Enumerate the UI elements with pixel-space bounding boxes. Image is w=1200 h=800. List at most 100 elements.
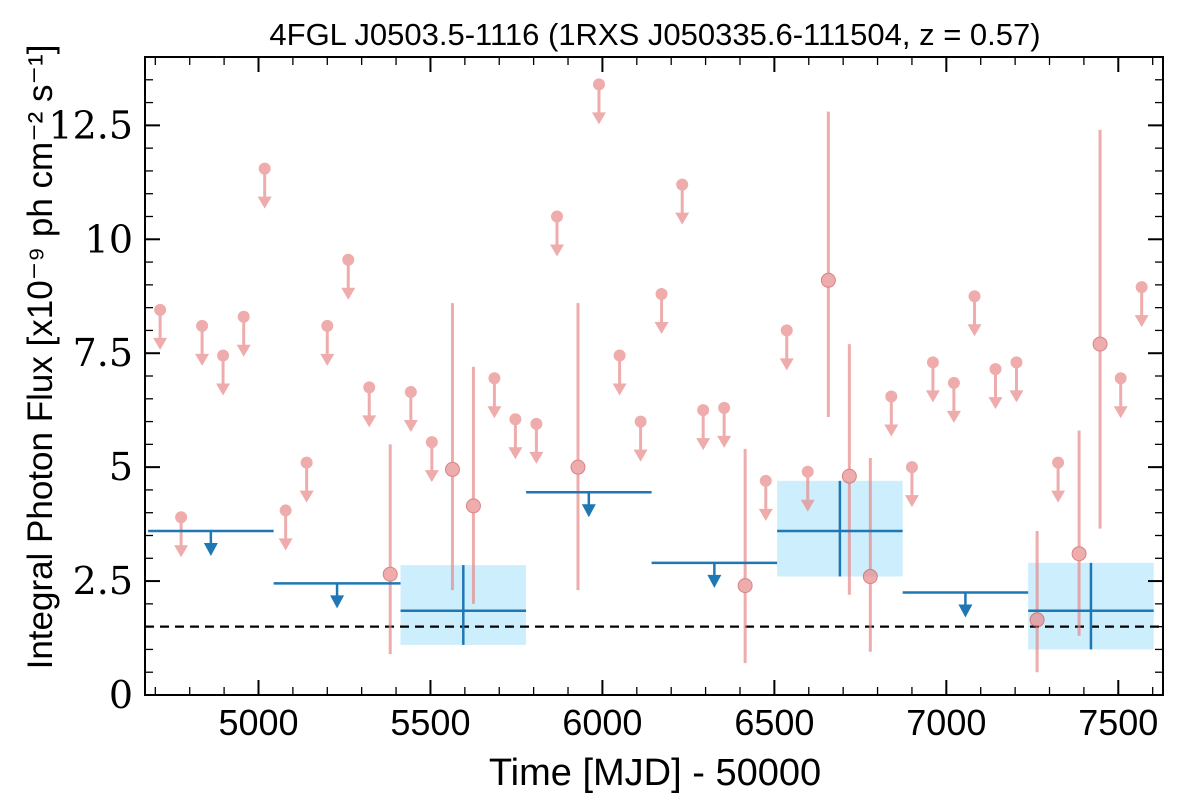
upper-limit-arrow: [988, 397, 1003, 410]
y-axis-label: Integral Photon Flux [x10⁻⁹ ph cm⁻² s⁻¹]: [21, 45, 60, 670]
upper-limit-point: [321, 319, 334, 332]
upper-limit-arrow: [278, 538, 293, 551]
x-tick-label: 5000: [218, 702, 298, 743]
upper-limit-marker: [696, 404, 711, 451]
detection-marker: [1092, 129, 1108, 529]
detection-point: [382, 566, 398, 582]
x-tick-label: 6500: [734, 702, 814, 743]
detection-marker: [862, 458, 878, 652]
upper-limit-marker: [174, 511, 189, 558]
detection-point: [820, 272, 836, 288]
upper-limit-arrow: [779, 358, 794, 371]
detection-point: [1092, 336, 1108, 352]
axes-layer: 5000 5500 6000 6500 7000 7500 0 2.5 5 7.5 10 12.5: [48, 56, 1164, 743]
long-bin-upper-limit: [651, 561, 778, 588]
upper-limit-marker: [362, 381, 377, 428]
detection-marker: [465, 366, 481, 604]
long-bin-detection: [777, 480, 903, 577]
upper-limit-point: [780, 324, 793, 337]
upper-limit-arrow: [424, 470, 439, 483]
chart-title: 4FGL J0503.5-1116 (1RXS J050335.6-111504…: [269, 17, 1040, 52]
upper-limit-marker: [1051, 456, 1066, 503]
upper-limit-marker: [403, 385, 418, 432]
x-tick-label: 7000: [906, 702, 986, 743]
upper-limit-marker: [1113, 372, 1128, 419]
upper-limit-marker: [236, 310, 251, 357]
x-tick-label: 5500: [390, 702, 470, 743]
upper-limit-marker: [654, 287, 669, 334]
long-bin-limit-arrow: [707, 574, 722, 588]
y-tick-label: 7.5: [73, 331, 133, 375]
upper-limit-marker: [508, 413, 523, 460]
detection-point: [1071, 546, 1087, 562]
upper-limit-marker: [153, 303, 168, 350]
plot-layer: [145, 78, 1163, 673]
y-tick-label: 2.5: [73, 559, 133, 603]
upper-limit-marker: [195, 319, 210, 366]
upper-limit-marker: [424, 436, 439, 483]
long-bin-limit-arrow: [581, 504, 596, 518]
upper-limit-point: [342, 253, 355, 266]
upper-limit-arrow: [257, 196, 272, 209]
y-tick-label: 5: [109, 445, 133, 489]
upper-limit-point: [801, 465, 814, 478]
plot-frame: [144, 56, 1164, 696]
upper-limit-point: [634, 415, 647, 428]
upper-limit-marker: [550, 210, 565, 257]
upper-limit-marker: [216, 349, 231, 396]
upper-limit-point: [1052, 456, 1065, 469]
long-bin-limit-arrow: [958, 604, 973, 618]
upper-limit-point: [655, 287, 668, 300]
upper-limit-marker: [800, 465, 815, 512]
upper-limit-point: [947, 376, 960, 389]
y-tick-label: 0: [109, 673, 133, 717]
upper-limit-point: [363, 381, 376, 394]
x-axis-label: Time [MJD] - 50000: [489, 752, 821, 794]
upper-limit-marker: [529, 417, 544, 464]
upper-limit-point: [279, 504, 292, 517]
upper-limit-marker: [612, 349, 627, 396]
upper-limit-point: [530, 417, 543, 430]
upper-limit-point: [613, 349, 626, 362]
y-tick-label: 10: [85, 217, 133, 261]
upper-limit-arrow: [508, 447, 523, 460]
upper-limit-point: [404, 385, 417, 398]
detection-marker: [841, 344, 857, 595]
upper-limit-marker: [299, 456, 314, 503]
upper-limit-arrow: [341, 287, 356, 300]
y-tick-label: 12.5: [48, 103, 133, 147]
detection-point: [1029, 612, 1045, 628]
x-tick-label: 7500: [1078, 702, 1158, 743]
detection-point: [862, 569, 878, 585]
upper-limit-point: [425, 436, 438, 449]
upper-limit-marker: [779, 324, 794, 371]
upper-limit-arrow: [591, 112, 606, 125]
upper-limit-arrow: [758, 508, 773, 521]
upper-limit-point: [1135, 281, 1148, 294]
long-bin-detection: [400, 565, 527, 645]
upper-limit-marker: [675, 178, 690, 225]
upper-limit-arrow: [1113, 406, 1128, 419]
upper-limit-arrow: [1051, 490, 1066, 503]
upper-limit-arrow: [195, 353, 210, 366]
upper-limit-marker: [591, 78, 606, 125]
upper-limit-marker: [1009, 356, 1024, 403]
upper-limit-arrow: [236, 344, 251, 357]
upper-limit-arrow: [362, 415, 377, 428]
upper-limit-point: [509, 413, 522, 426]
upper-limit-point: [237, 310, 250, 323]
upper-limit-point: [905, 461, 918, 474]
detection-marker: [1071, 430, 1087, 636]
detection-marker: [570, 303, 586, 591]
upper-limit-arrow: [216, 383, 231, 396]
upper-limit-point: [926, 356, 939, 369]
detection-point: [737, 578, 753, 594]
upper-limit-arrow: [1009, 390, 1024, 403]
upper-limit-arrow: [967, 324, 982, 337]
upper-limit-point: [1010, 356, 1023, 369]
upper-limit-marker: [946, 376, 961, 423]
upper-limit-point: [676, 178, 689, 191]
upper-limit-arrow: [403, 419, 418, 432]
upper-limit-arrow: [487, 406, 502, 419]
upper-limit-point: [196, 319, 209, 332]
